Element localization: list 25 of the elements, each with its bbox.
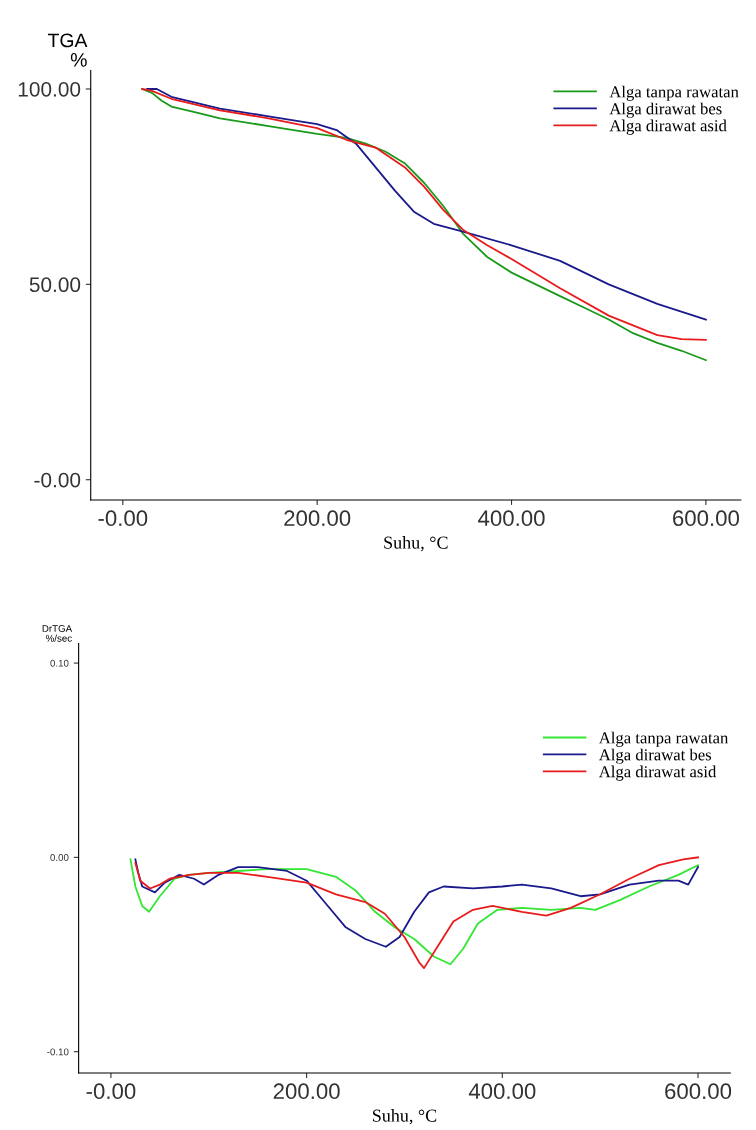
legend-label: Alga tanpa rawatan [609,85,739,101]
line-series [134,858,699,948]
x-tick-label: 400.00 [468,1083,536,1100]
y-axis-title: TGA % [47,33,88,67]
x-tick-label: 600.00 [665,1083,732,1100]
legend-label: Alga dirawat bes [609,102,722,118]
x-tick-label: -0.00 [86,1083,136,1100]
x-tick-label: 600.00 [673,510,740,527]
legend-label: Alga dirawat bes [598,748,712,764]
x-tick-label: 400.00 [478,510,545,527]
x-tick-label: 200.00 [284,510,351,527]
y-axis-title: DrTGA %/sec [42,625,73,642]
x-axis-title: Suhu, °C [384,536,448,552]
legend-label: Alga tanpa rawatan [598,731,729,747]
legend-label: Alga dirawat asid [598,765,717,781]
x-axis-title: Suhu, °C [372,1109,437,1125]
x-tick-label: 200.00 [273,1083,340,1100]
y-tick-label: -0.00 [34,472,81,488]
y-tick-label: 100.00 [18,81,81,97]
y-tick-label: 0.00 [50,854,69,861]
legend-label: Alga dirawat asid [609,119,727,135]
y-tick-label: 0.10 [50,659,69,667]
y-tick-label: 50.00 [29,277,81,293]
x-tick-label: -0.00 [98,510,148,527]
y-tick-label: -0.10 [47,1048,69,1056]
